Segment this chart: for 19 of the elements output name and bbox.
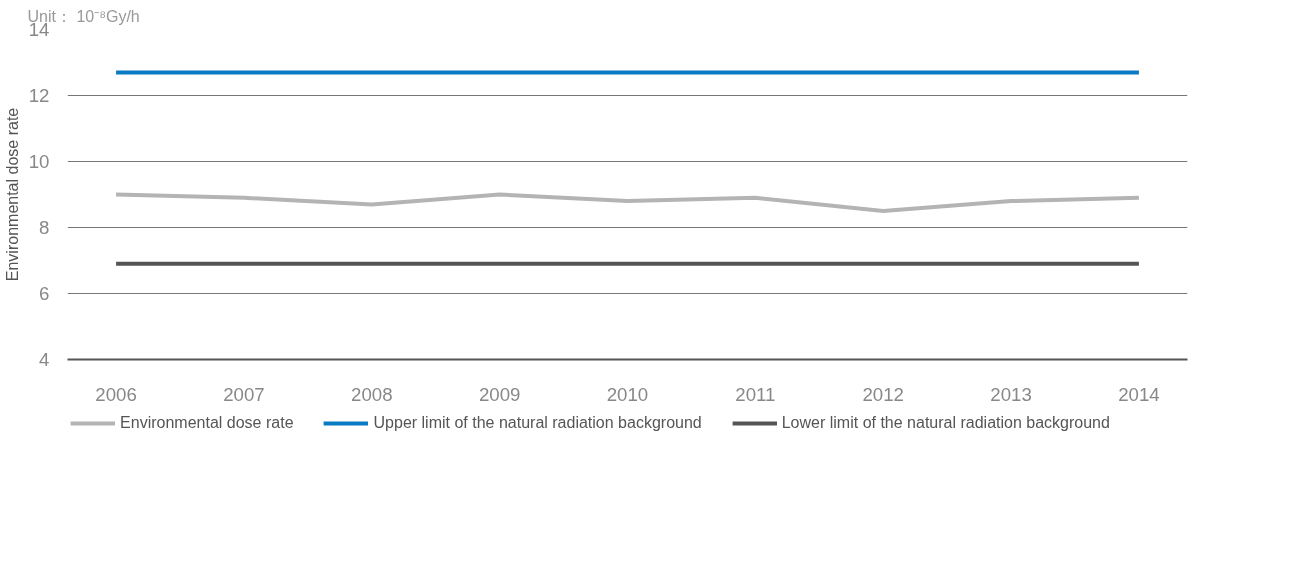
y-tick-label: 6 (39, 283, 50, 304)
legend-label: Upper limit of the natural radiation background (373, 414, 702, 432)
legend-label: Environmental dose rate (120, 414, 294, 432)
x-tick-label: 2006 (95, 383, 137, 405)
y-tick-label: 4 (39, 349, 50, 370)
x-tick-label: 2008 (351, 383, 393, 405)
x-tick-label: 2012 (862, 383, 904, 405)
x-tick-label: 2011 (735, 383, 776, 405)
line-series (114, 192, 1141, 213)
x-tick-label: 2007 (223, 383, 265, 405)
legend-label: Lower limit of the natural radiation background (781, 414, 1110, 432)
x-tick-label: 2013 (990, 383, 1032, 405)
y-axis-title: Environmental dose rate (3, 107, 21, 282)
x-tick-label: 2010 (606, 383, 649, 405)
x-tick-label: 2014 (1118, 383, 1160, 405)
y-tick-label: 10 (28, 151, 50, 172)
y-tick-label: 8 (39, 217, 50, 238)
x-tick-label: 2009 (478, 383, 521, 405)
y-tick-label: 12 (28, 85, 50, 106)
